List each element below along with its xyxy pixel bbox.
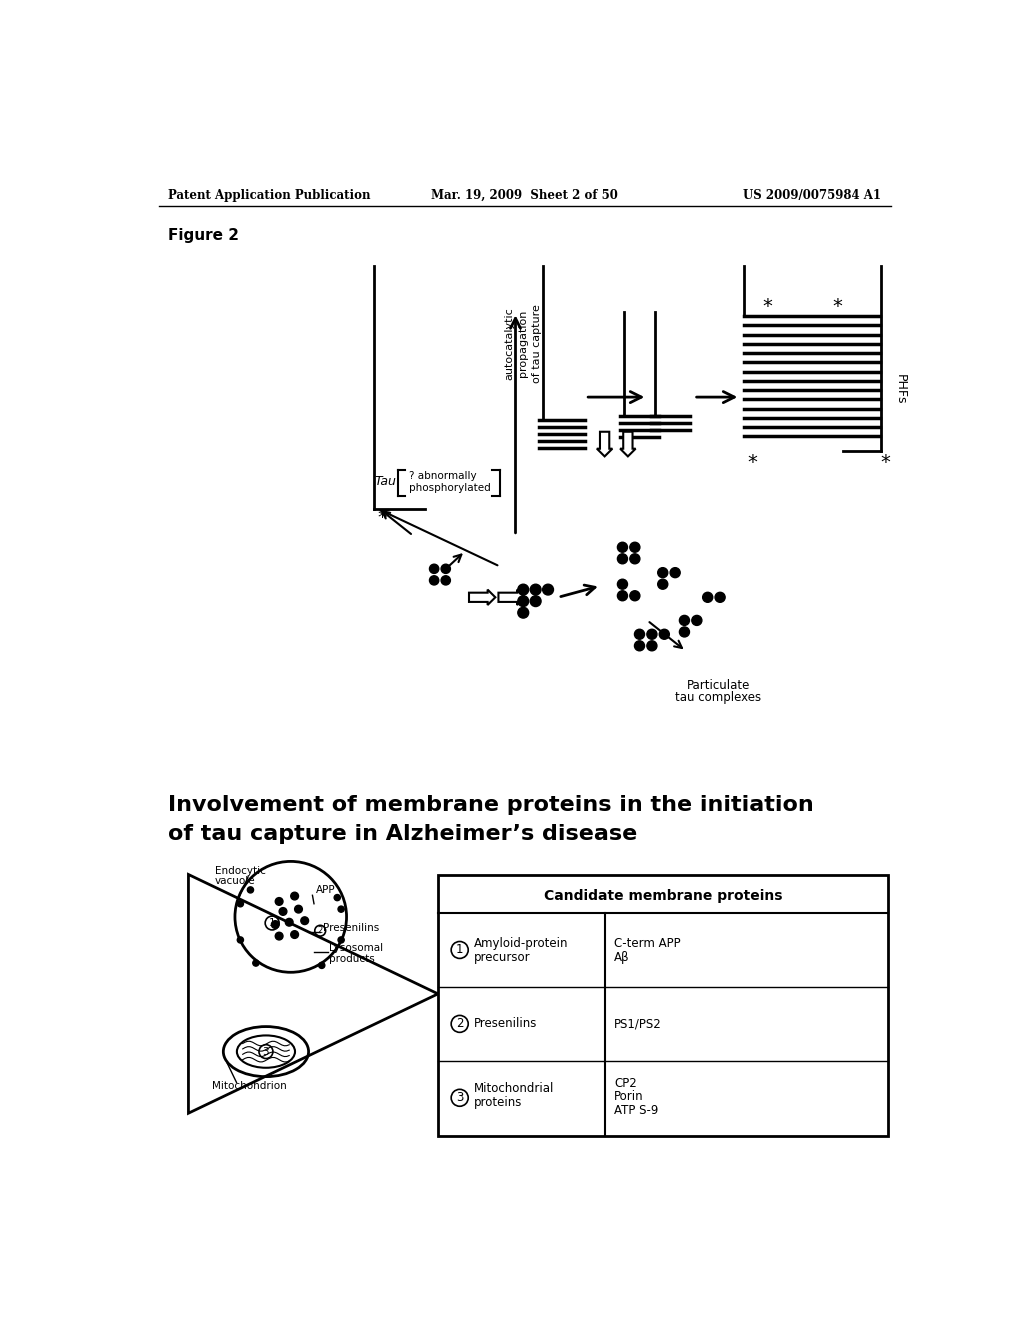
- Text: 1: 1: [456, 944, 464, 957]
- Text: Amyloid-protein: Amyloid-protein: [474, 937, 568, 950]
- Text: Patent Application Publication: Patent Application Publication: [168, 189, 371, 202]
- Text: 1: 1: [269, 917, 275, 928]
- Text: PHFs: PHFs: [894, 374, 906, 405]
- Circle shape: [679, 615, 689, 626]
- Circle shape: [617, 579, 628, 589]
- Polygon shape: [597, 432, 612, 457]
- Text: tau complexes: tau complexes: [676, 690, 762, 704]
- Text: Presenilins: Presenilins: [474, 1018, 537, 1031]
- Text: Lysosomal: Lysosomal: [330, 942, 384, 953]
- Circle shape: [441, 564, 451, 573]
- Circle shape: [630, 543, 640, 552]
- Text: vacuole: vacuole: [215, 876, 255, 887]
- Text: Presenilins: Presenilins: [324, 924, 380, 933]
- Circle shape: [441, 576, 451, 585]
- Circle shape: [518, 607, 528, 618]
- Text: PS1/PS2: PS1/PS2: [614, 1018, 662, 1031]
- Text: ? abnormally: ? abnormally: [409, 471, 476, 480]
- Text: phosphorylated: phosphorylated: [409, 483, 490, 492]
- Circle shape: [518, 585, 528, 595]
- Circle shape: [280, 908, 287, 915]
- Circle shape: [253, 960, 259, 966]
- Text: *: *: [763, 297, 772, 315]
- Text: Candidate membrane proteins: Candidate membrane proteins: [544, 890, 782, 903]
- Circle shape: [338, 906, 344, 912]
- Circle shape: [617, 554, 628, 564]
- Text: *: *: [746, 453, 757, 473]
- Polygon shape: [621, 432, 636, 457]
- Text: products: products: [330, 954, 375, 964]
- Circle shape: [530, 585, 541, 595]
- Circle shape: [275, 898, 283, 906]
- Circle shape: [530, 595, 541, 607]
- Circle shape: [617, 591, 628, 601]
- Circle shape: [291, 892, 299, 900]
- Text: Endocytic: Endocytic: [215, 866, 265, 875]
- Text: Figure 2: Figure 2: [168, 228, 240, 243]
- Text: 2: 2: [317, 927, 323, 935]
- Text: of tau capture in Alzheimer’s disease: of tau capture in Alzheimer’s disease: [168, 825, 638, 845]
- Circle shape: [271, 921, 280, 928]
- Text: *: *: [833, 297, 842, 315]
- Circle shape: [238, 900, 244, 907]
- Circle shape: [338, 937, 344, 942]
- Circle shape: [617, 543, 628, 552]
- Text: 3: 3: [456, 1092, 464, 1105]
- Circle shape: [248, 887, 254, 892]
- Circle shape: [647, 630, 657, 639]
- Text: C-term APP: C-term APP: [614, 937, 681, 950]
- Text: Tau: Tau: [375, 475, 396, 488]
- Text: precursor: precursor: [474, 952, 530, 964]
- Text: Mitochondrial: Mitochondrial: [474, 1082, 554, 1096]
- Polygon shape: [499, 590, 524, 605]
- Text: Mar. 19, 2009  Sheet 2 of 50: Mar. 19, 2009 Sheet 2 of 50: [431, 189, 618, 202]
- Circle shape: [670, 568, 680, 578]
- Text: CP2: CP2: [614, 1077, 637, 1090]
- Text: *: *: [378, 510, 387, 527]
- Circle shape: [657, 568, 668, 578]
- Circle shape: [301, 917, 308, 924]
- Text: Involvement of membrane proteins in the initiation: Involvement of membrane proteins in the …: [168, 795, 814, 816]
- Circle shape: [291, 931, 299, 939]
- Circle shape: [635, 630, 644, 639]
- Text: Particulate: Particulate: [687, 680, 751, 693]
- Circle shape: [630, 591, 640, 601]
- Text: *: *: [881, 453, 890, 473]
- Text: Porin: Porin: [614, 1090, 643, 1102]
- Text: Aβ: Aβ: [614, 952, 630, 964]
- Circle shape: [429, 564, 438, 573]
- Circle shape: [238, 937, 244, 942]
- Text: autocatalytic
propagation
of tau capture: autocatalytic propagation of tau capture: [504, 304, 543, 383]
- Text: 2: 2: [456, 1018, 464, 1031]
- Circle shape: [630, 554, 640, 564]
- Circle shape: [429, 576, 438, 585]
- Bar: [438, 875, 888, 1137]
- Circle shape: [692, 615, 701, 626]
- Text: 3: 3: [262, 1047, 269, 1056]
- Circle shape: [334, 895, 340, 900]
- Circle shape: [275, 932, 283, 940]
- Circle shape: [679, 627, 689, 638]
- Text: Mitochondrion: Mitochondrion: [212, 1081, 287, 1092]
- Circle shape: [647, 640, 657, 651]
- Circle shape: [543, 585, 554, 595]
- Text: proteins: proteins: [474, 1096, 522, 1109]
- Circle shape: [295, 906, 302, 913]
- Circle shape: [715, 593, 725, 602]
- Circle shape: [659, 630, 670, 639]
- Circle shape: [635, 640, 644, 651]
- Circle shape: [702, 593, 713, 602]
- Circle shape: [518, 595, 528, 607]
- Text: APP: APP: [315, 884, 335, 895]
- Text: ATP S-9: ATP S-9: [614, 1104, 658, 1117]
- Circle shape: [318, 962, 325, 969]
- Polygon shape: [469, 590, 496, 605]
- Circle shape: [657, 579, 668, 589]
- Circle shape: [286, 919, 293, 927]
- Text: US 2009/0075984 A1: US 2009/0075984 A1: [743, 189, 882, 202]
